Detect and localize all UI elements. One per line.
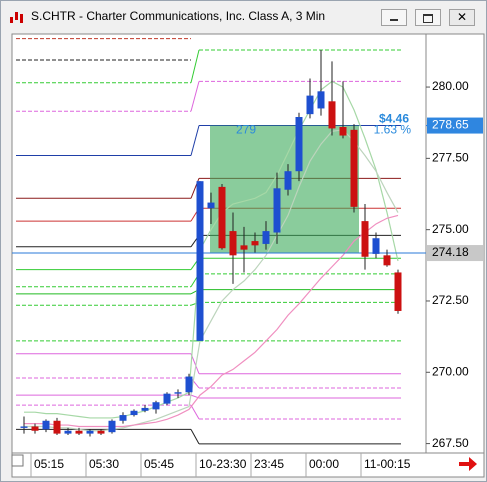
restore-button[interactable] <box>415 9 441 26</box>
level-step <box>190 49 200 83</box>
last-price-box <box>427 245 483 262</box>
candle-body <box>317 91 325 109</box>
app-icon <box>10 12 23 23</box>
y-tick-label: 267.50 <box>432 436 469 450</box>
overlay-line <box>24 80 399 419</box>
candle-body <box>273 188 281 233</box>
candle-body <box>163 393 171 404</box>
candle-body <box>262 231 270 244</box>
candle-body <box>229 231 237 256</box>
candle-body <box>372 238 380 254</box>
x-tick-label: 23:45 <box>254 457 284 471</box>
candle-body <box>141 407 149 411</box>
close-button[interactable]: ✕ <box>449 9 475 26</box>
candle-body <box>119 415 127 421</box>
candle-body <box>207 202 215 209</box>
chart: 279 $4.461.63 % 267.50 270.00 272.50 275.00 27… <box>11 33 485 478</box>
candle-body <box>328 101 336 129</box>
price-axis <box>425 33 485 454</box>
checkbox[interactable] <box>11 454 24 467</box>
candle-body <box>53 420 61 434</box>
candle-body <box>185 376 193 393</box>
marker-price-box <box>427 117 483 134</box>
overlay-line <box>24 129 399 432</box>
x-tick-label: 10-23:30 <box>199 457 247 471</box>
candle-body <box>20 426 28 428</box>
measure-percent: 1.63 % <box>374 123 412 137</box>
candle-body <box>339 126 347 136</box>
candle-body <box>295 117 303 172</box>
candle-body <box>174 392 182 394</box>
level-step <box>190 404 200 420</box>
x-tick-label: 00:00 <box>309 457 339 471</box>
candle-body <box>284 171 292 190</box>
scroll-arrow[interactable] <box>459 457 477 471</box>
candle-body <box>218 186 226 249</box>
candle-body <box>394 272 402 311</box>
y-tick-label: 270.00 <box>432 364 469 378</box>
level-step <box>190 125 200 156</box>
last-price-label: 274.18 <box>432 245 469 259</box>
plot: 279 $4.461.63 % <box>12 38 426 445</box>
candle-body <box>108 420 116 433</box>
measure-change: $4.46 <box>379 112 409 126</box>
time-axis <box>11 452 485 478</box>
measure-label: 279 <box>236 123 256 137</box>
candle-body <box>86 430 94 434</box>
y-tick-label: 280.00 <box>432 79 469 93</box>
candle-body <box>240 245 248 250</box>
minimize-button[interactable] <box>381 9 407 26</box>
candle-body <box>97 430 105 434</box>
candle-body <box>152 402 160 410</box>
x-tick-label: 05:45 <box>144 457 174 471</box>
candle-body <box>251 241 259 246</box>
candle-body <box>130 410 138 416</box>
candle-body <box>196 181 204 341</box>
x-tick-label: 05:15 <box>34 457 64 471</box>
x-tick-label: 11-00:15 <box>364 457 411 471</box>
level-step <box>190 81 200 112</box>
candle-body <box>383 255 391 266</box>
y-tick-label: 275.00 <box>432 222 469 236</box>
candle-body <box>31 426 39 431</box>
marker-price-label: 278.65 <box>432 118 469 132</box>
y-tick-label: 277.50 <box>432 151 469 165</box>
candle-body <box>75 430 83 434</box>
candle-body <box>42 420 50 430</box>
candle-body <box>306 95 314 115</box>
level-step <box>190 353 200 374</box>
window-title: S.CHTR - Charter Communications, Inc. Cl… <box>31 9 326 23</box>
y-tick-label: 272.50 <box>432 293 469 307</box>
candle-body <box>64 430 72 434</box>
x-tick-label: 05:30 <box>89 457 119 471</box>
candle-body <box>361 221 369 257</box>
level-step <box>190 429 200 445</box>
overlay-line <box>24 214 399 428</box>
candle-body <box>350 129 358 207</box>
